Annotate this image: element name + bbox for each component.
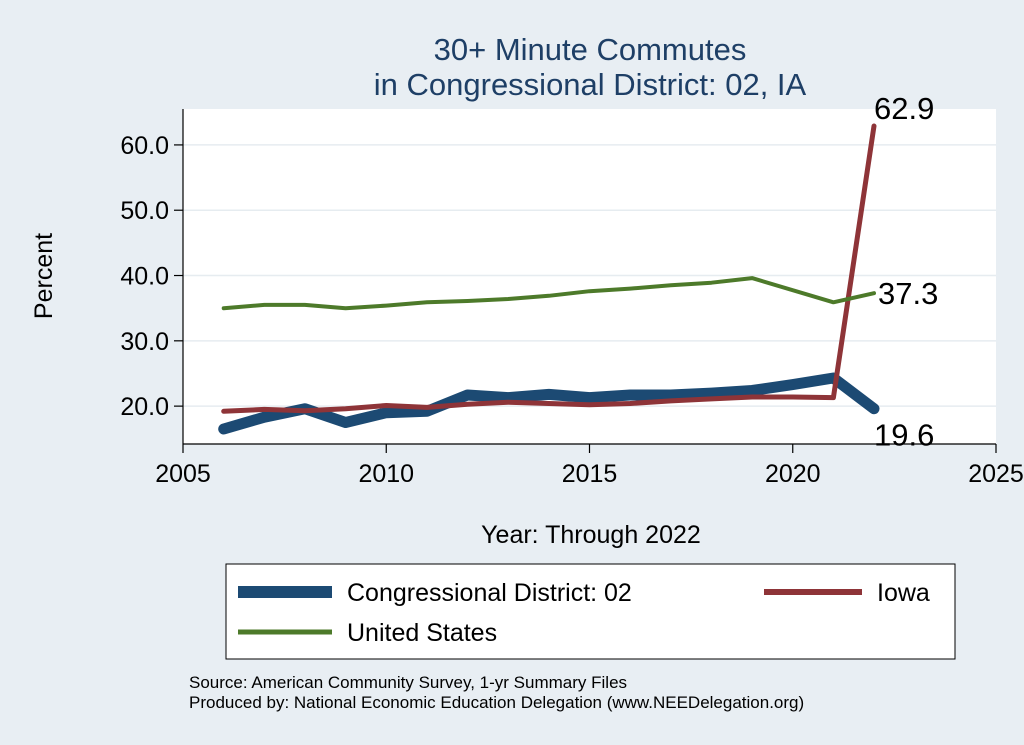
source-line-1: Source: American Community Survey, 1-yr … <box>189 673 627 692</box>
end-labels: 19.6 62.9 37.3 <box>874 91 938 453</box>
series-line-congressional-district <box>218 372 880 435</box>
source-line-2: Produced by: National Economic Education… <box>189 693 804 712</box>
series-lines <box>218 123 880 435</box>
chart-title-line1: 30+ Minute Commutes <box>434 32 747 67</box>
y-tick-label-2: 40.0 <box>120 263 169 291</box>
end-label-iowa: 62.9 <box>874 91 934 126</box>
x-tick-label-0: 2005 <box>155 460 211 488</box>
y-tick-label-0: 20.0 <box>120 393 169 421</box>
legend-label-united-states: United States <box>347 619 497 647</box>
x-tick-label-1: 2010 <box>358 460 414 488</box>
y-axis-title: Percent <box>30 233 58 319</box>
y-tick-label-1: 30.0 <box>120 328 169 356</box>
y-tick-label-3: 50.0 <box>120 197 169 225</box>
x-axis-title: Year: Through 2022 <box>481 521 701 549</box>
x-tick-label-3: 2020 <box>765 460 821 488</box>
series-line-united-states <box>221 276 876 311</box>
chart-title-line2: in Congressional District: 02, IA <box>374 67 807 102</box>
axes <box>174 109 997 453</box>
x-tick-label-2: 2015 <box>562 460 618 488</box>
series-line-iowa <box>221 123 877 414</box>
legend-label-iowa: Iowa <box>877 579 930 607</box>
x-tick-labels: 2005 2010 2015 2020 2025 <box>155 460 1024 488</box>
y-tick-labels: 20.0 30.0 40.0 50.0 60.0 <box>120 132 169 421</box>
x-tick-label-4: 2025 <box>968 460 1024 488</box>
y-tick-label-4: 60.0 <box>120 132 169 160</box>
legend-label-congressional-district: Congressional District: 02 <box>347 579 632 607</box>
end-label-united-states: 37.3 <box>878 276 938 311</box>
legend-box <box>225 563 956 660</box>
plot-area <box>183 109 996 444</box>
end-label-congressional-district: 19.6 <box>874 418 934 453</box>
legend: Congressional District: 02 Iowa United S… <box>225 563 956 660</box>
